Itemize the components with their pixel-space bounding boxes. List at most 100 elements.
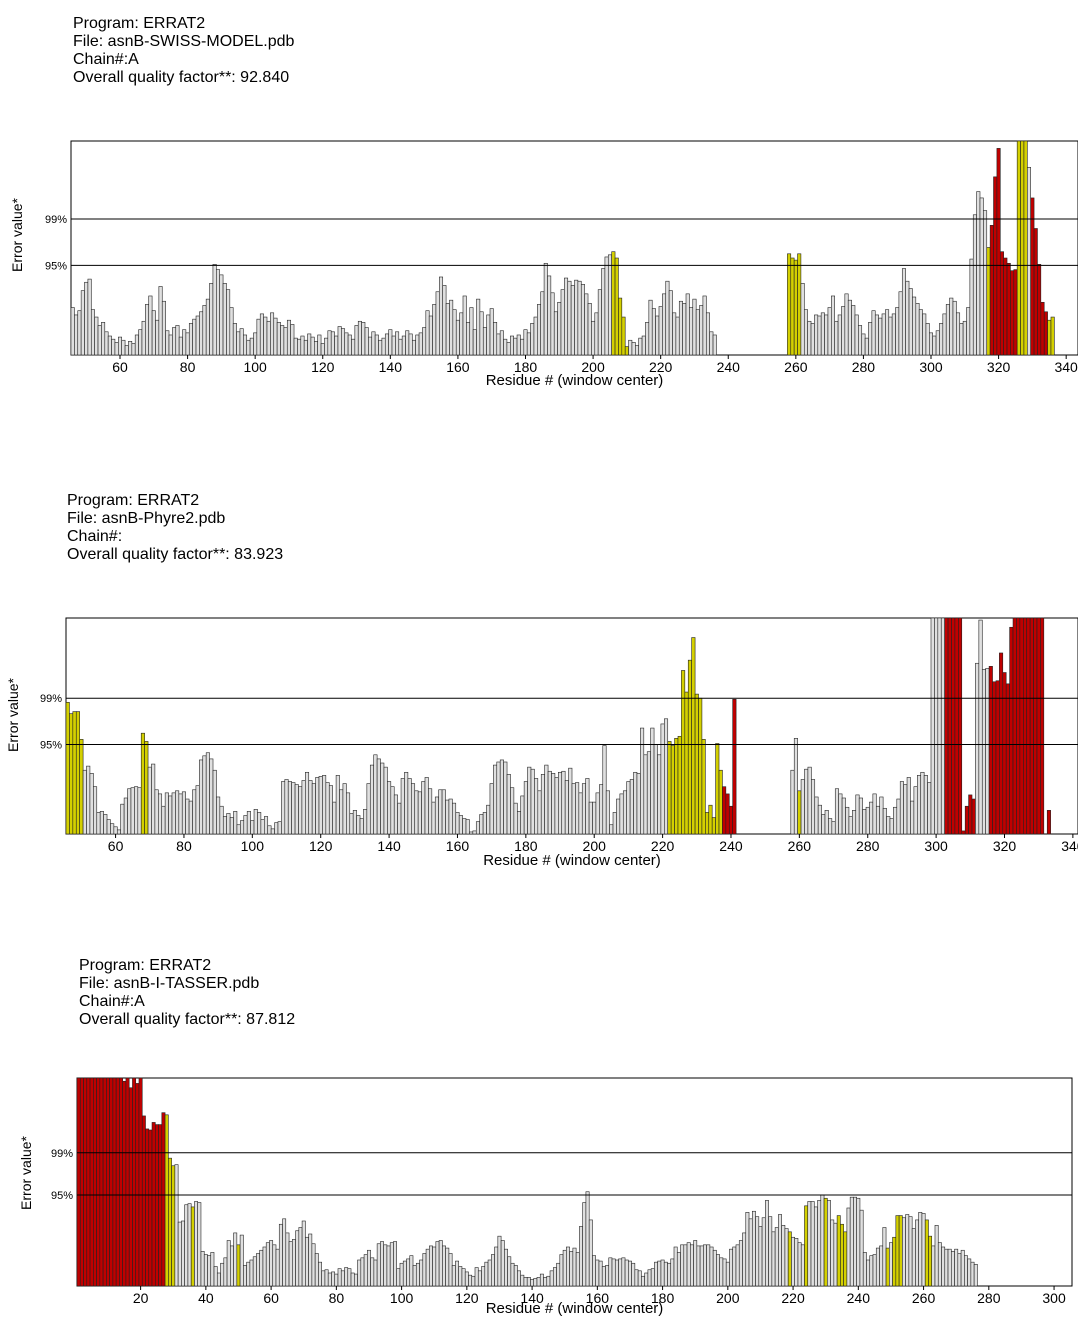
bar-residue-272 [960, 1249, 965, 1287]
bar-residue-55 [101, 322, 106, 356]
bar-residue-58 [106, 819, 111, 835]
bar-residue-231 [695, 309, 700, 356]
bar-residue-218 [784, 1228, 789, 1287]
bar-residue-210 [758, 1226, 763, 1287]
bar-residue-155 [579, 1226, 583, 1287]
bar-residue-100 [253, 332, 258, 356]
bar-residue-267 [944, 1248, 949, 1287]
bar-residue-59 [265, 1242, 270, 1287]
bar-residue-185 [676, 1252, 681, 1287]
x-tick-label: 100 [390, 1290, 414, 1306]
bar-residue-58 [262, 1246, 267, 1287]
bar-residue-300 [934, 617, 939, 835]
bar-residue-78 [175, 790, 180, 835]
bar-residue-162 [462, 295, 467, 356]
bar-residue-182 [530, 768, 535, 835]
bar-residue-129 [494, 1246, 499, 1287]
bar-residue-101 [253, 809, 258, 835]
bar-residue-64 [282, 1218, 287, 1287]
bar-residue-204 [738, 1240, 743, 1287]
bar-residue-203 [735, 1244, 740, 1287]
bar-residue-312 [969, 258, 974, 356]
bar-residue-72 [158, 286, 163, 356]
bar-residue-55 [96, 812, 101, 835]
bar-residue-43 [213, 1266, 218, 1287]
bar-residue-58 [111, 338, 116, 356]
bar-residue-182 [667, 1262, 672, 1287]
threshold-label: 99% [51, 1148, 73, 1160]
bar-residue-267 [821, 814, 826, 835]
bar-residue-90 [367, 1249, 371, 1287]
bar-residue-201 [595, 792, 600, 835]
bar-residue-223 [800, 1244, 805, 1287]
bar-residue-322 [1003, 257, 1008, 356]
bar-residue-273 [841, 797, 846, 835]
bar-residue-168 [482, 327, 487, 356]
bar-residue-270 [827, 307, 832, 356]
bar-residue-276 [973, 1264, 978, 1287]
bar-residue-162 [601, 1266, 606, 1287]
bar-residue-120 [318, 776, 323, 835]
bar-residue-64 [131, 343, 136, 356]
x-tick-label: 140 [377, 838, 401, 854]
bar-residue-324 [1016, 617, 1021, 835]
bar-residue-141 [390, 786, 395, 835]
bar-residue-145 [405, 330, 410, 356]
bar-residue-35 [187, 1203, 192, 1287]
bar-residue-315 [979, 197, 984, 356]
bar-residue-17 [128, 1087, 133, 1287]
bar-residue-62 [120, 803, 125, 835]
bar-residue-60 [118, 336, 122, 356]
bar-residue-68 [145, 304, 150, 356]
x-axis-label: Residue # (window center) [486, 372, 664, 389]
bar-residue-222 [667, 741, 672, 835]
bar-residue-165 [472, 329, 477, 356]
bar-residue-92 [226, 289, 231, 356]
bar-residue-326 [1016, 140, 1021, 356]
file-label: File: asnB-I-TASSER.pdb [79, 975, 260, 992]
bar-residue-87 [209, 283, 214, 356]
bar-residue-98 [393, 1241, 398, 1287]
bar-residue-219 [657, 754, 662, 835]
bar-residue-57 [103, 814, 108, 835]
bar-residue-1 [76, 1077, 81, 1287]
bar-residue-150 [422, 327, 427, 356]
bar-residue-194 [706, 1244, 711, 1287]
bar-residue-284 [874, 314, 879, 356]
bar-residue-63 [123, 797, 128, 835]
bar-residue-54 [249, 1259, 254, 1287]
bar-residue-123 [330, 331, 335, 356]
bar-residue-225 [675, 316, 680, 356]
bar-residue-225 [807, 1201, 812, 1287]
bar-residue-179 [520, 338, 525, 356]
bar-residue-163 [605, 1265, 610, 1287]
bar-residue-288 [893, 806, 898, 835]
bar-residue-296 [915, 303, 920, 356]
bar-residue-285 [878, 317, 883, 356]
bar-residue-97 [389, 1242, 394, 1287]
bar-residue-150 [421, 781, 426, 835]
bar-residue-85 [202, 305, 207, 356]
bar-residue-167 [479, 311, 484, 356]
bar-residue-118 [458, 1266, 463, 1287]
bar-residue-289 [896, 798, 901, 835]
bar-residue-221 [794, 1238, 799, 1287]
bar-residue-124 [332, 801, 337, 835]
bar-residue-197 [580, 284, 585, 356]
bar-residue-261 [800, 779, 805, 835]
bar-residue-113 [297, 338, 302, 356]
bar-residue-72 [154, 789, 159, 835]
x-tick-label: 180 [514, 359, 538, 375]
bar-residue-215 [774, 1227, 779, 1287]
bar-residue-124 [477, 1270, 482, 1287]
bar-residue-270 [954, 1248, 959, 1287]
bar-residue-184 [537, 304, 542, 356]
bar-residue-86 [353, 1273, 358, 1287]
bar-residue-104 [263, 816, 269, 835]
bar-residue-212 [633, 771, 638, 835]
bar-residue-262 [928, 1235, 933, 1287]
bar-residue-280 [861, 333, 866, 356]
bar-residue-82 [340, 1270, 345, 1287]
bar-residue-186 [544, 764, 549, 835]
bar-residue-193 [567, 280, 572, 356]
